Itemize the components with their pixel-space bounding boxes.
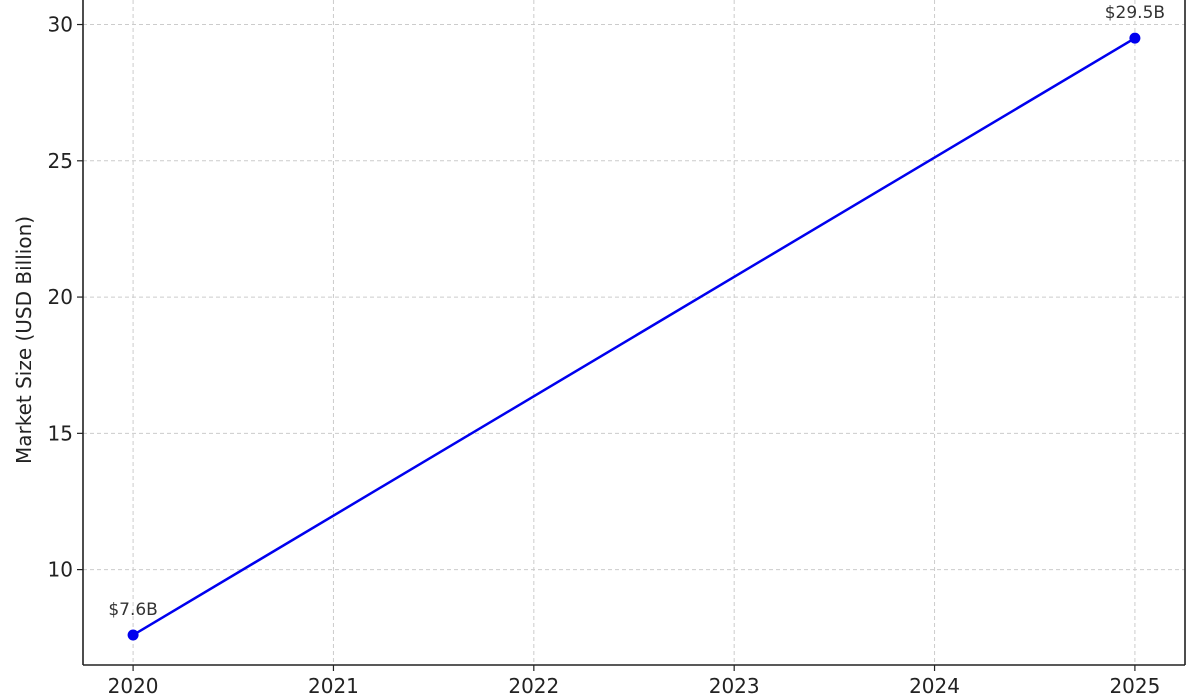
y-tick-label: 10 bbox=[48, 558, 73, 582]
y-tick-label: 15 bbox=[48, 421, 73, 445]
y-axis-label: Market Size (USD Billion) bbox=[12, 216, 36, 464]
x-tick-label: 2023 bbox=[709, 674, 760, 698]
series: $7.6B $29.5B bbox=[108, 3, 1165, 641]
series-line bbox=[132, 37, 1136, 637]
x-tick-label: 2021 bbox=[308, 674, 359, 698]
x-tick-label: 2020 bbox=[108, 674, 159, 698]
y-tick-label: 25 bbox=[48, 149, 73, 173]
grid bbox=[83, 0, 1185, 665]
x-tick-label: 2024 bbox=[909, 674, 960, 698]
data-point bbox=[1129, 32, 1141, 44]
data-point bbox=[127, 629, 139, 641]
data-label: $29.5B bbox=[1105, 3, 1165, 23]
y-tick-label: 30 bbox=[48, 13, 73, 37]
data-label: $7.6B bbox=[108, 600, 158, 620]
x-tick-label: 2025 bbox=[1109, 674, 1160, 698]
y-tick-label: 20 bbox=[48, 285, 73, 309]
x-tick-label: 2022 bbox=[508, 674, 559, 698]
